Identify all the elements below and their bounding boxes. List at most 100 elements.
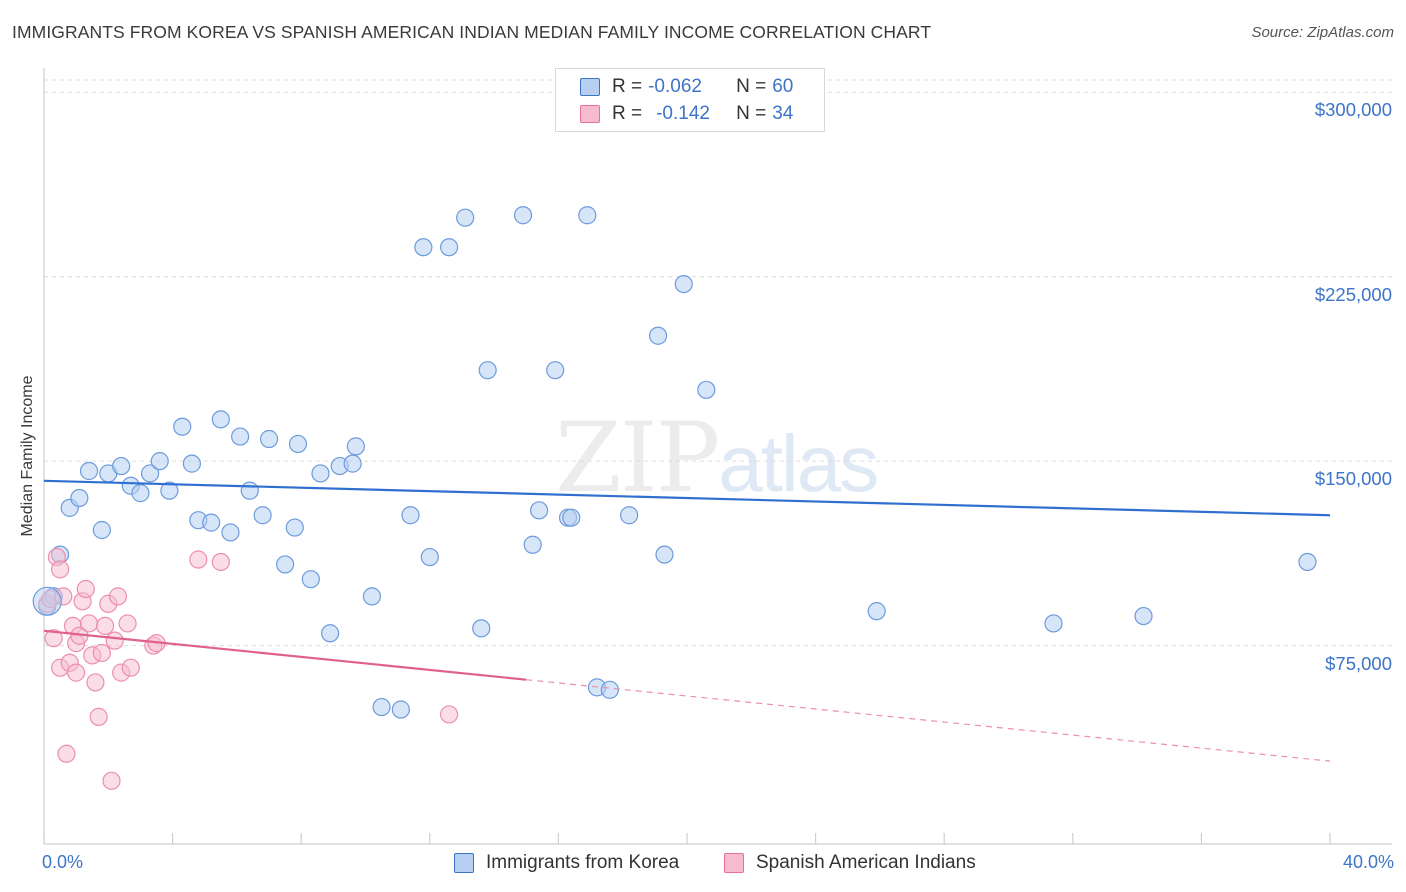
point-korea	[655, 545, 674, 564]
y-tick-label: $150,000	[1314, 468, 1392, 490]
trendline-spanish-american-indians-dashed	[526, 679, 1331, 762]
point-spanish-american-indians	[118, 614, 137, 633]
source-label: Source: ZipAtlas.com	[1251, 24, 1394, 41]
point-korea	[362, 587, 382, 606]
point-spanish-american-indians	[211, 552, 230, 572]
series-legend: Immigrants from Korea Spanish American I…	[0, 852, 1406, 876]
point-korea	[321, 624, 340, 643]
point-korea	[140, 464, 160, 483]
y-axis-label: Median Family Income	[19, 375, 36, 537]
point-spanish-american-indians	[67, 663, 86, 682]
point-spanish-american-indians	[89, 707, 108, 726]
point-korea	[32, 586, 62, 616]
point-korea	[456, 208, 475, 227]
legend-label-korea: Immigrants from Korea	[486, 852, 680, 873]
point-korea	[600, 680, 619, 699]
point-spanish-american-indians	[86, 673, 105, 692]
point-korea	[391, 700, 410, 719]
point-korea	[674, 274, 693, 294]
x-tick-label-min: 0.0%	[42, 852, 84, 872]
point-korea	[414, 238, 433, 257]
point-korea	[79, 461, 99, 481]
y-tick-label: $225,000	[1314, 283, 1392, 305]
point-spanish-american-indians	[102, 771, 121, 790]
point-korea	[439, 238, 459, 257]
point-korea	[150, 452, 169, 471]
point-korea	[867, 602, 886, 621]
y-tick-label: $300,000	[1314, 99, 1392, 121]
point-korea	[253, 506, 272, 525]
point-spanish-american-indians	[189, 550, 208, 569]
point-korea	[648, 326, 668, 345]
point-korea	[131, 484, 150, 503]
point-korea	[346, 437, 365, 456]
legend-r-value: -0.062	[648, 76, 702, 97]
point-korea	[70, 488, 89, 508]
point-korea	[160, 481, 179, 500]
point-korea	[311, 464, 330, 483]
point-korea	[513, 206, 533, 225]
point-korea	[420, 547, 439, 567]
point-spanish-american-indians	[79, 614, 99, 633]
point-korea	[1044, 614, 1063, 633]
point-spanish-american-indians	[108, 587, 128, 606]
point-korea	[1298, 552, 1317, 572]
y-tick-label: $75,000	[1325, 652, 1392, 674]
legend-item-korea[interactable]: Immigrants from Korea	[454, 852, 679, 874]
point-korea	[276, 555, 295, 574]
point-korea	[240, 481, 259, 500]
correlation-legend: R = -0.062 N = 60 R = -0.142 N = 34	[555, 68, 825, 132]
point-korea	[530, 501, 549, 520]
watermark-atlas: atlas	[718, 419, 879, 508]
point-korea	[401, 506, 420, 525]
point-korea	[478, 361, 497, 380]
legend-r-label: R =	[612, 76, 643, 97]
point-spanish-american-indians	[121, 658, 140, 677]
point-korea	[523, 535, 542, 554]
x-tick-label-max: 40.0%	[1342, 852, 1394, 872]
point-korea	[546, 361, 565, 380]
legend-row-korea: R = -0.062 N = 60	[580, 75, 793, 99]
legend-r-value: -0.142	[656, 103, 710, 124]
legend-swatch-korea	[580, 78, 600, 96]
point-korea	[231, 427, 250, 446]
trendline-spanish-american-indians	[43, 629, 527, 681]
legend-n-label: N =	[736, 103, 767, 124]
point-korea	[202, 513, 221, 532]
point-spanish-american-indians	[105, 631, 124, 650]
point-korea	[285, 518, 304, 537]
legend-row-spanish-american-indians: R = -0.142 N = 34	[580, 102, 793, 126]
legend-swatch-spanish-american-indians	[724, 853, 744, 873]
point-spanish-american-indians	[50, 560, 70, 579]
point-korea	[301, 570, 320, 589]
legend-r-label: R =	[612, 103, 643, 124]
point-korea	[259, 429, 279, 449]
point-korea	[112, 456, 131, 476]
chart-title: IMMIGRANTS FROM KOREA VS SPANISH AMERICA…	[12, 22, 932, 42]
legend-n-value: 60	[772, 76, 794, 97]
point-spanish-american-indians	[44, 629, 63, 648]
legend-item-spanish-american-indians[interactable]: Spanish American Indians	[724, 852, 976, 874]
legend-label-spanish-american-indians: Spanish American Indians	[756, 852, 976, 873]
point-korea	[562, 508, 581, 527]
point-korea	[697, 380, 716, 399]
point-korea	[182, 454, 201, 473]
point-spanish-american-indians	[95, 616, 115, 636]
point-korea	[92, 520, 111, 540]
point-spanish-american-indians	[57, 744, 76, 763]
legend-swatch-spanish-american-indians	[580, 105, 600, 123]
legend-n-label: N =	[736, 76, 767, 97]
point-spanish-american-indians	[76, 579, 95, 599]
point-korea	[578, 206, 597, 225]
point-korea	[173, 417, 192, 436]
legend-n-value: 34	[772, 103, 794, 124]
point-korea	[472, 619, 491, 638]
point-korea	[288, 434, 308, 454]
point-spanish-american-indians	[92, 643, 111, 663]
point-korea	[1134, 606, 1153, 626]
point-korea	[221, 523, 240, 542]
point-korea	[343, 454, 362, 473]
point-spanish-american-indians	[439, 705, 459, 724]
point-korea	[372, 697, 391, 717]
